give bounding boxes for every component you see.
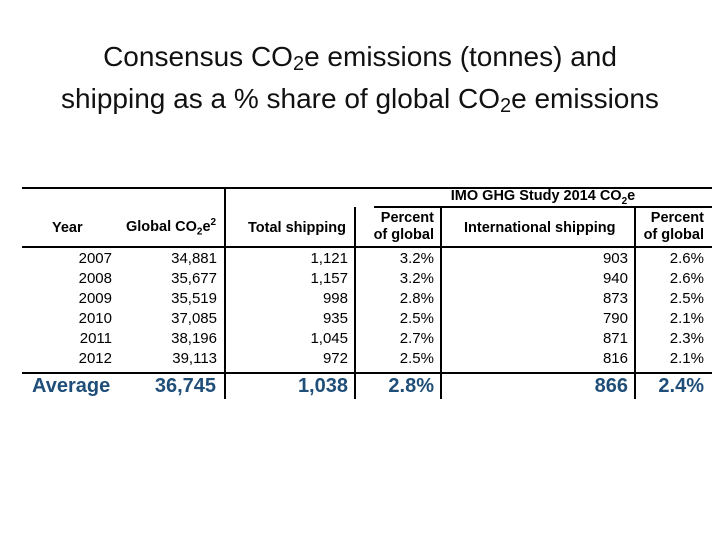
- cell-total: 998: [322, 290, 348, 307]
- average-intl: 866: [594, 375, 628, 397]
- header-percent-intl: Percent of global: [643, 210, 704, 243]
- table-row: 2008 35,677 1,157 3.2% 940 2.6%: [22, 270, 712, 290]
- group-header: IMO GHG Study 2014 CO2e: [450, 188, 636, 207]
- cell-total: 1,121: [310, 250, 348, 267]
- cell-pct-total: 2.8%: [399, 290, 434, 307]
- cell-pct-total: 2.5%: [399, 350, 434, 367]
- average-pct-intl: 2.4%: [658, 375, 704, 397]
- cell-total: 972: [322, 350, 348, 367]
- cell-total: 935: [322, 310, 348, 327]
- table-row: 2007 34,881 1,121 3.2% 903 2.6%: [22, 250, 712, 270]
- cell-year: 2007: [78, 250, 112, 267]
- table-row: 2010 37,085 935 2.5% 790 2.1%: [22, 310, 712, 330]
- cell-intl: 903: [602, 250, 628, 267]
- cell-pct-intl: 2.5%: [669, 290, 704, 307]
- average-pct-total: 2.8%: [388, 375, 434, 397]
- cell-pct-total: 3.2%: [399, 270, 434, 287]
- cell-global: 35,677: [171, 270, 217, 287]
- cell-pct-intl: 2.6%: [669, 250, 704, 267]
- cell-pct-total: 2.5%: [399, 310, 434, 327]
- cell-year: 2009: [78, 290, 112, 307]
- cell-year: 2010: [78, 310, 112, 327]
- col-divider-3: [440, 207, 442, 399]
- cell-global: 39,113: [172, 350, 217, 367]
- cell-pct-intl: 2.1%: [669, 350, 704, 367]
- table-row: 2009 35,519 998 2.8% 873 2.5%: [22, 290, 712, 310]
- cell-intl: 940: [602, 270, 628, 287]
- average-top-rule: [22, 372, 712, 374]
- header-international-shipping: International shipping: [464, 220, 616, 236]
- cell-pct-intl: 2.6%: [669, 270, 704, 287]
- page-title: Consensus CO2e emissions (tonnes) and sh…: [0, 36, 720, 120]
- cell-total: 1,157: [310, 270, 348, 287]
- table-top-rule: [22, 187, 712, 189]
- cell-global: 37,085: [171, 310, 217, 327]
- header-percent-total: Percent of global: [373, 210, 434, 243]
- header-year: Year: [52, 220, 83, 236]
- average-label: Average: [32, 375, 111, 397]
- cell-year: 2008: [78, 270, 112, 287]
- title-line-1: Consensus CO2e emissions (tonnes) and: [103, 41, 617, 75]
- title-line-2: shipping as a % share of global CO2e emi…: [61, 83, 659, 117]
- header-global-co2e: Global CO2e2: [126, 217, 217, 238]
- cell-intl: 873: [602, 290, 628, 307]
- average-global: 36,745: [154, 375, 216, 397]
- cell-pct-intl: 2.1%: [669, 310, 704, 327]
- data-rows: 2007 34,881 1,121 3.2% 903 2.6% 2008 35,…: [22, 250, 712, 370]
- col-divider-4: [634, 207, 636, 399]
- col-divider-1: [224, 187, 226, 399]
- cell-global: 38,196: [171, 330, 217, 347]
- cell-global: 35,519: [171, 290, 217, 307]
- cell-intl: 790: [602, 310, 628, 327]
- cell-total: 1,045: [310, 330, 348, 347]
- cell-pct-total: 3.2%: [399, 250, 434, 267]
- header-total-shipping: Total shipping: [248, 220, 346, 236]
- cell-year: 2012: [78, 350, 112, 367]
- header-bottom-rule: [22, 246, 712, 248]
- cell-intl: 871: [602, 330, 628, 347]
- cell-pct-intl: 2.3%: [669, 330, 704, 347]
- emissions-table: IMO GHG Study 2014 CO2e Year Global CO2e…: [22, 187, 712, 399]
- average-total: 1,038: [297, 375, 348, 397]
- cell-intl: 816: [602, 350, 628, 367]
- group-header-rule: [374, 206, 712, 208]
- average-row: Average 36,745 1,038 2.8% 866 2.4%: [22, 375, 712, 399]
- table-row: 2012 39,113 972 2.5% 816 2.1%: [22, 350, 712, 370]
- table-row: 2011 38,196 1,045 2.7% 871 2.3%: [22, 330, 712, 350]
- cell-pct-total: 2.7%: [399, 330, 434, 347]
- cell-global: 34,881: [171, 250, 217, 267]
- cell-year: 2011: [79, 330, 112, 347]
- col-divider-2: [354, 207, 356, 399]
